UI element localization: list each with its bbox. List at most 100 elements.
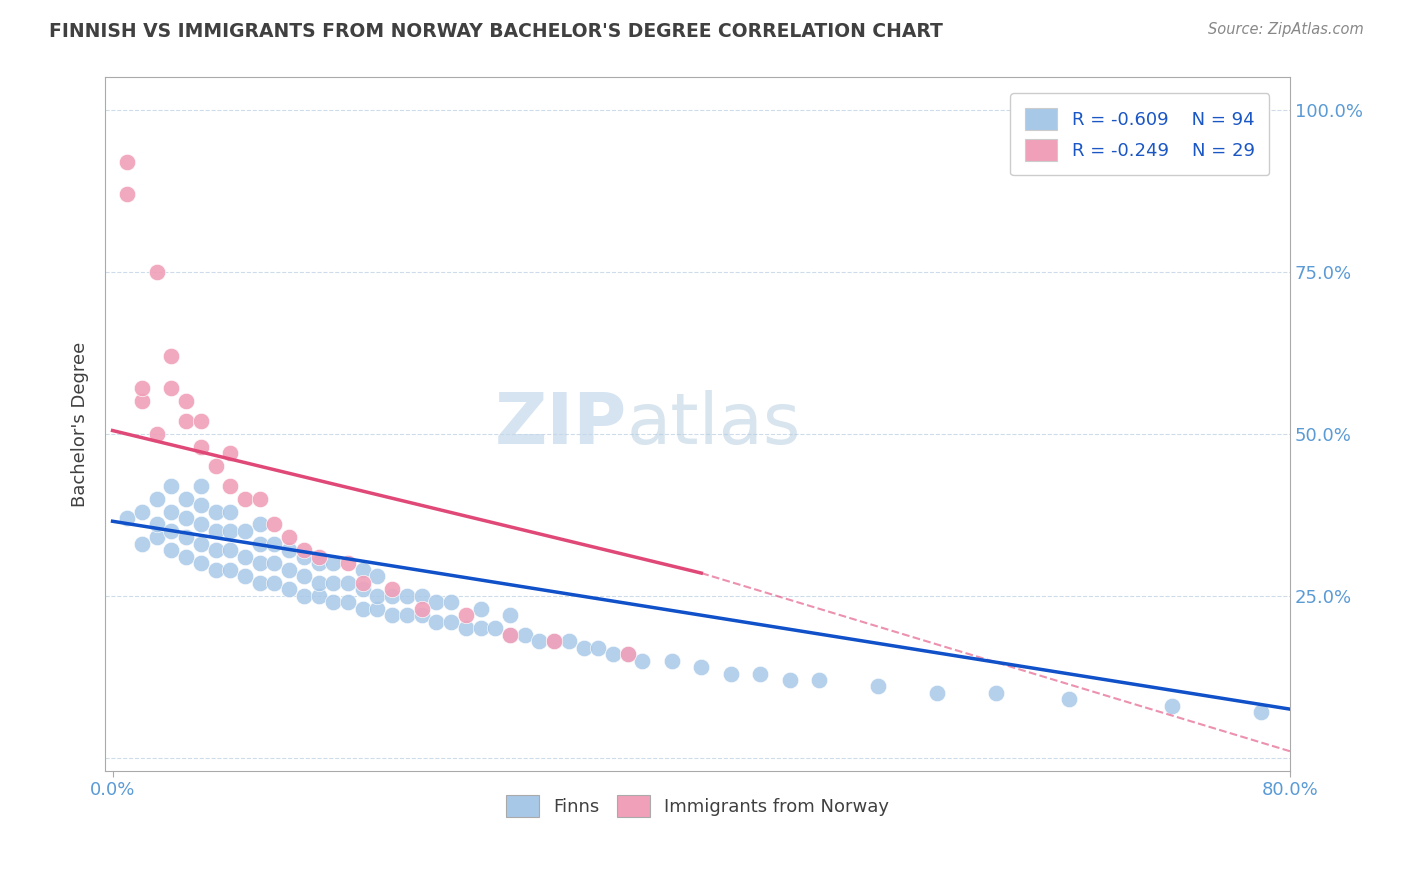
Point [190,414,212,428]
Point [160,349,183,363]
Point [602,647,624,661]
Point [145,426,167,441]
Point [174,531,197,545]
Legend: Finns, Immigrants from Norway: Finns, Immigrants from Norway [499,788,897,824]
Text: FINNISH VS IMMIGRANTS FROM NORWAY BACHELOR'S DEGREE CORRELATION CHART: FINNISH VS IMMIGRANTS FROM NORWAY BACHEL… [49,22,943,41]
Point [925,686,948,700]
Point [499,627,522,641]
Point [616,647,638,661]
Point [484,621,506,635]
Point [292,543,315,558]
Point [572,640,595,655]
Point [278,582,301,597]
Point [381,608,404,623]
Point [204,563,226,577]
Point [117,154,139,169]
Point [190,498,212,512]
Point [808,673,831,687]
Point [263,575,285,590]
Point [366,601,388,615]
Point [190,537,212,551]
Point [263,537,285,551]
Point [160,504,183,518]
Point [322,575,344,590]
Point [117,511,139,525]
Point [337,557,360,571]
Point [454,621,477,635]
Point [131,394,153,409]
Point [558,634,581,648]
Point [145,517,167,532]
Point [190,478,212,492]
Point [366,569,388,583]
Text: ZIP: ZIP [495,390,627,458]
Text: Source: ZipAtlas.com: Source: ZipAtlas.com [1208,22,1364,37]
Point [440,615,463,629]
Point [292,589,315,603]
Point [308,557,330,571]
Point [1250,706,1272,720]
Point [543,634,565,648]
Point [381,582,404,597]
Point [984,686,1007,700]
Point [249,557,271,571]
Point [411,601,433,615]
Point [233,491,256,506]
Point [337,595,360,609]
Point [454,608,477,623]
Point [174,491,197,506]
Point [499,608,522,623]
Point [249,517,271,532]
Point [292,549,315,564]
Point [160,524,183,538]
Point [263,517,285,532]
Point [190,440,212,454]
Point [352,575,374,590]
Point [131,504,153,518]
Point [690,660,713,674]
Point [145,265,167,279]
Point [219,563,242,577]
Point [425,615,447,629]
Point [470,601,492,615]
Point [308,589,330,603]
Point [588,640,610,655]
Point [308,549,330,564]
Point [411,608,433,623]
Point [204,459,226,474]
Point [411,589,433,603]
Point [529,634,551,648]
Point [720,666,742,681]
Point [219,543,242,558]
Point [219,478,242,492]
Point [204,504,226,518]
Point [440,595,463,609]
Point [117,187,139,202]
Point [631,654,654,668]
Point [160,381,183,395]
Point [145,531,167,545]
Point [381,589,404,603]
Point [470,621,492,635]
Point [395,589,418,603]
Point [160,478,183,492]
Point [174,394,197,409]
Point [233,549,256,564]
Point [352,582,374,597]
Point [278,563,301,577]
Point [219,504,242,518]
Point [1161,698,1184,713]
Point [661,654,683,668]
Point [366,589,388,603]
Point [145,491,167,506]
Point [174,511,197,525]
Point [395,608,418,623]
Point [160,543,183,558]
Point [543,634,565,648]
Point [174,414,197,428]
Point [278,531,301,545]
Point [249,575,271,590]
Point [308,575,330,590]
Point [190,517,212,532]
Point [131,381,153,395]
